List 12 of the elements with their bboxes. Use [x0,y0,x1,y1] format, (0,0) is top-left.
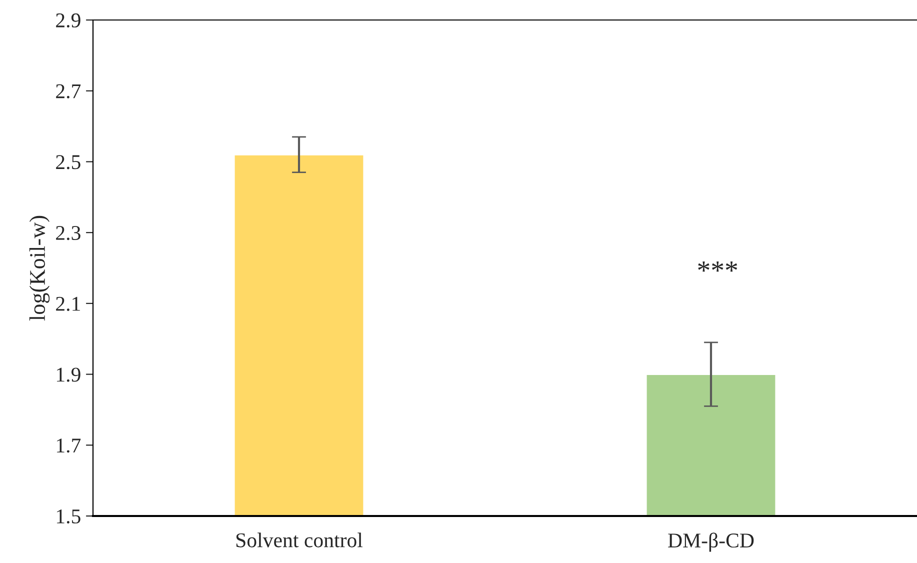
y-tick-label: 2.1 [56,296,80,311]
y-tick-label: 1.7 [56,438,81,453]
x-tick-label: Solvent control [236,532,363,548]
annotation: *** [698,261,738,272]
y-tick-label: 1.5 [56,509,80,524]
y-tick-label: 2.3 [56,226,80,240]
y-tick-label: 2.5 [56,155,80,170]
y-tick-label: 1.9 [56,368,80,382]
y-axis-title: log(Koil-w) [29,216,50,321]
y-tick-label: 2.7 [56,84,81,98]
y-tick-label: 2.9 [56,13,80,28]
x-tick-label: DM-β-CD [668,532,754,552]
